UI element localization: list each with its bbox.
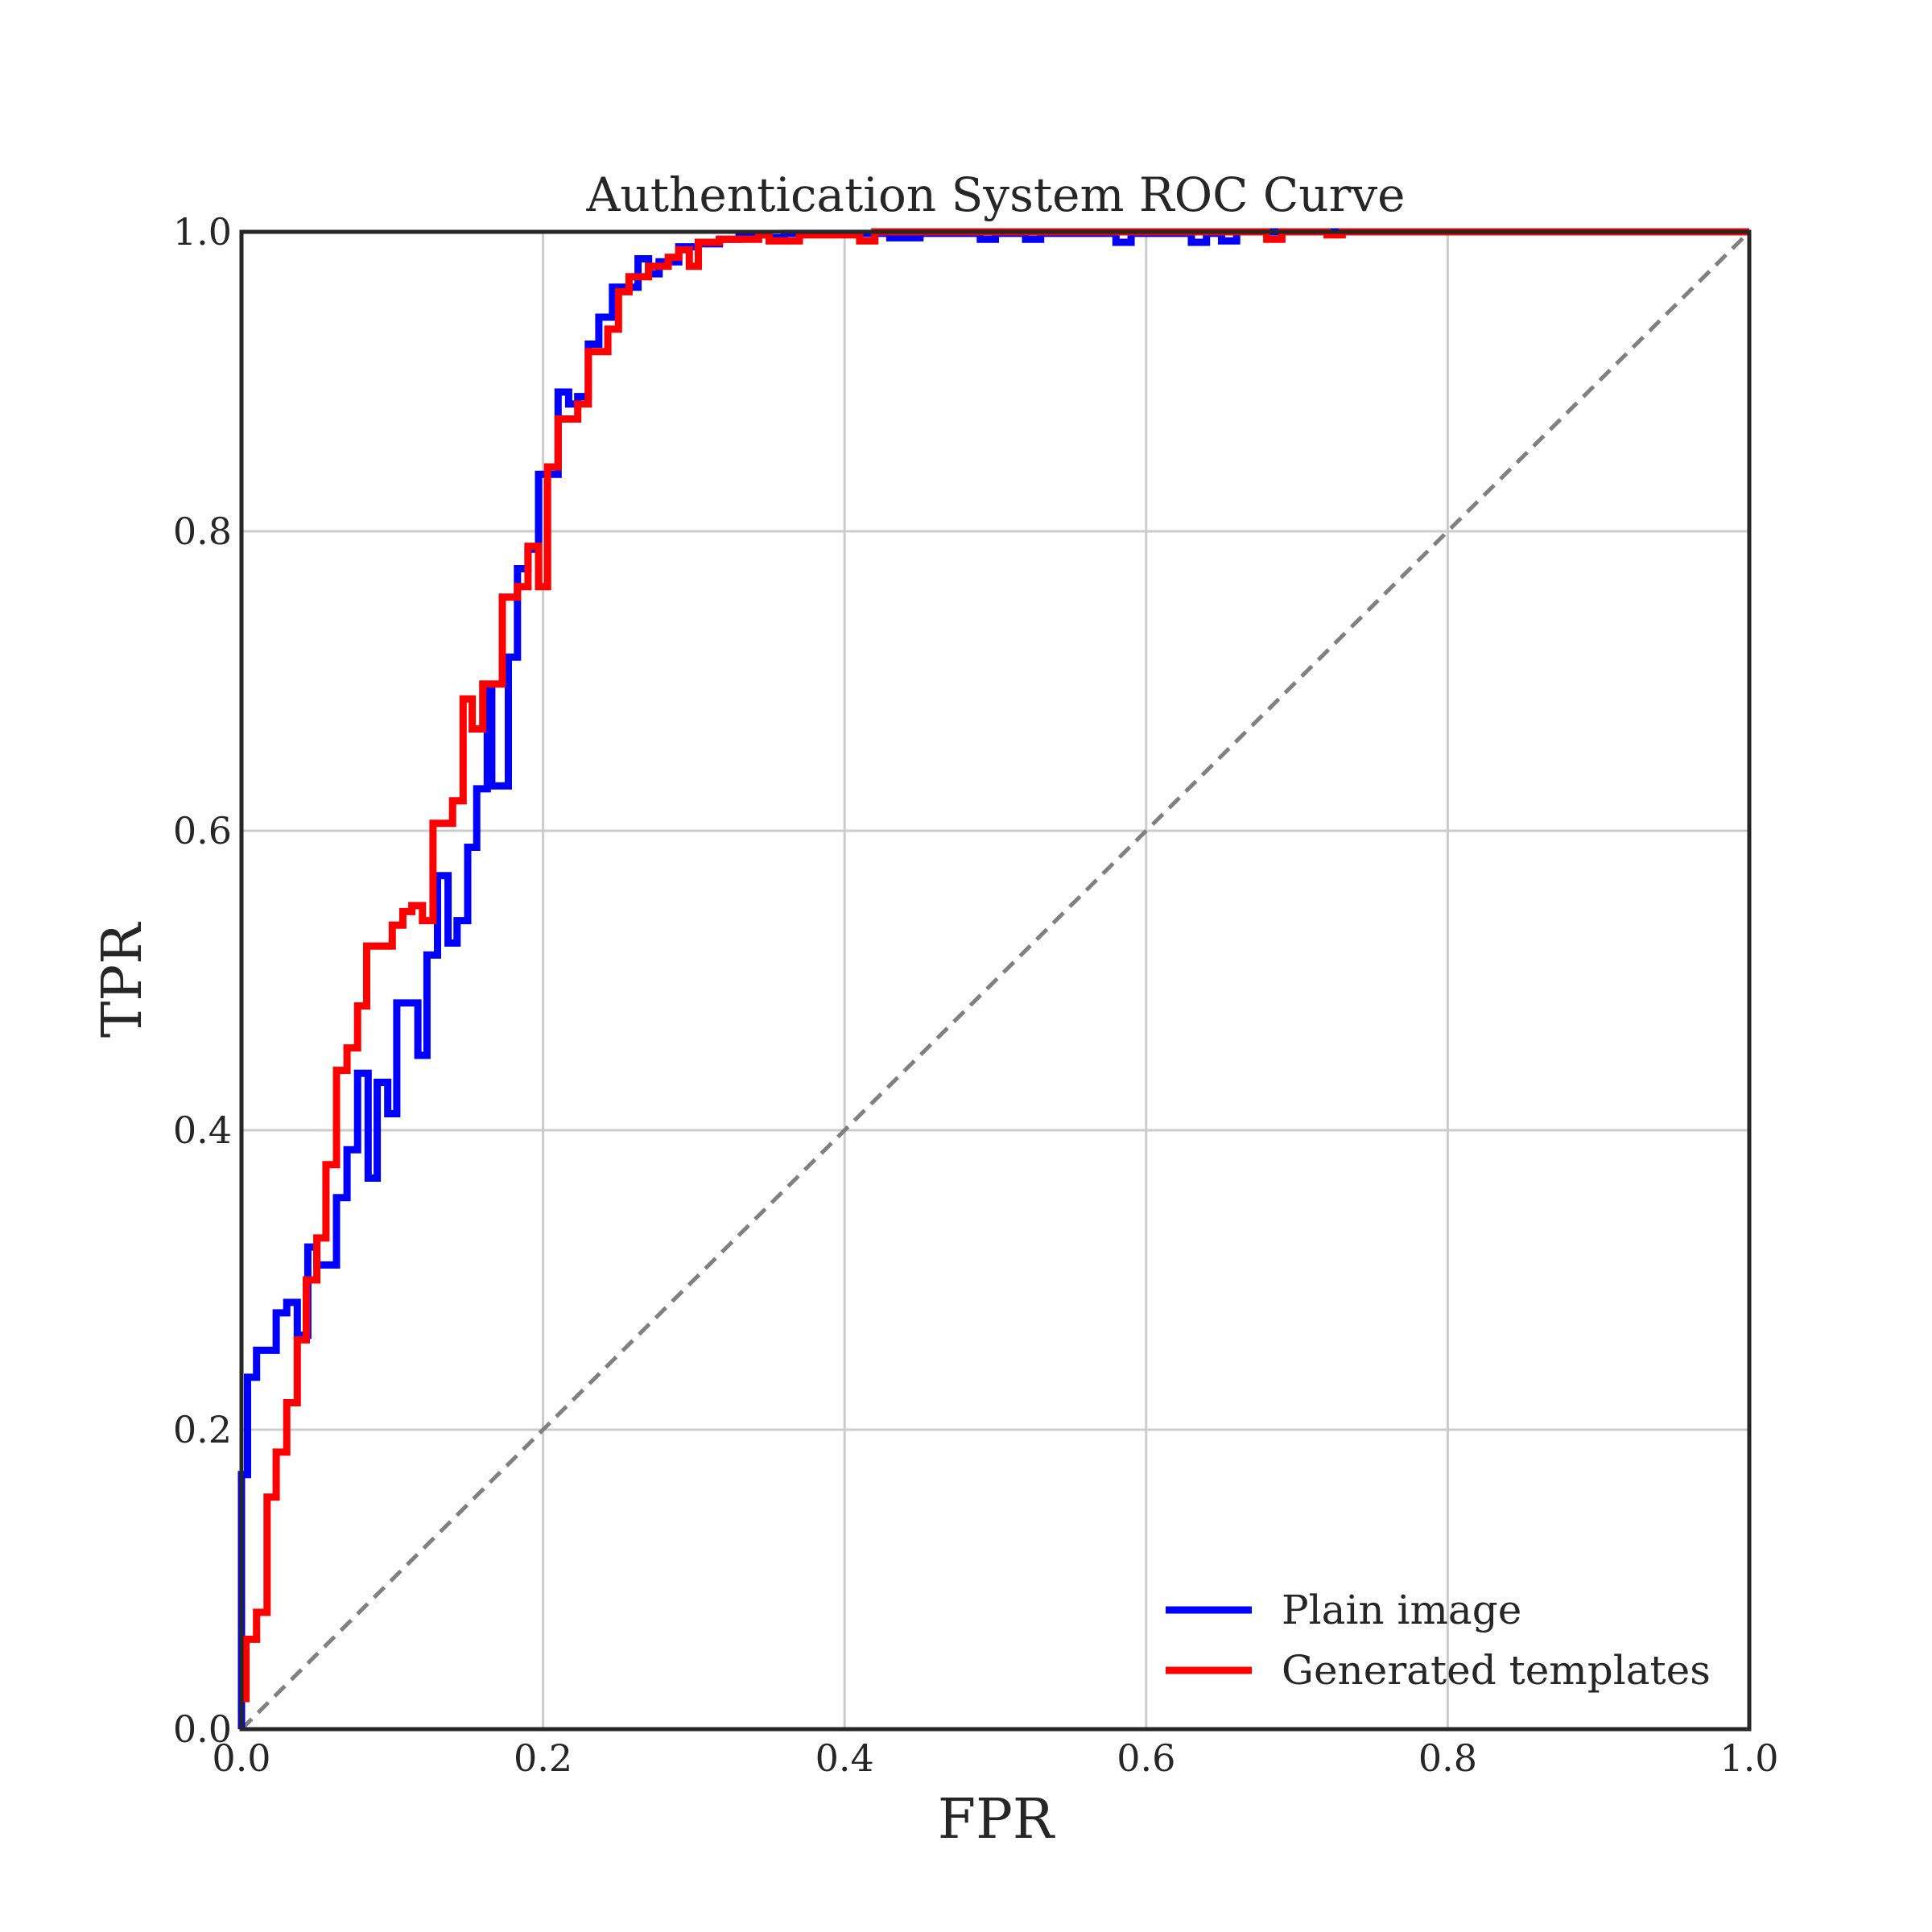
series-line-plain-image (237, 228, 1749, 1729)
legend-label-generated-templates: Generated templates (1282, 1647, 1711, 1694)
legend: Plain image Generated templates (1166, 1587, 1711, 1694)
y-tick-label: 0.6 (173, 809, 232, 852)
chart-title: Authentication System ROC Curve (586, 167, 1406, 222)
plot-frame (239, 229, 1752, 1732)
y-tick-label: 0.8 (173, 510, 232, 553)
y-tick-label: 0.2 (173, 1408, 232, 1451)
series-line-generated-templates (242, 228, 1749, 1703)
x-tick-labels: 0.0 0.2 0.4 0.6 0.8 1.0 (212, 1736, 1778, 1780)
y-tick-label: 0.4 (173, 1108, 232, 1152)
x-tick-label: 0.0 (212, 1736, 270, 1780)
x-tick-label: 0.2 (514, 1736, 572, 1780)
y-tick-labels: 0.0 0.2 0.4 0.6 0.8 1.0 (173, 210, 232, 1751)
series-group (237, 228, 1749, 1729)
x-tick-label: 0.6 (1117, 1736, 1175, 1780)
x-tick-label: 1.0 (1719, 1736, 1778, 1780)
x-tick-label: 0.8 (1418, 1736, 1477, 1780)
y-tick-label: 0.0 (173, 1707, 232, 1751)
x-tick-label: 0.4 (815, 1736, 874, 1780)
chance-diagonal-line (240, 230, 1751, 1731)
x-axis-label: FPR (938, 1788, 1055, 1852)
chance-line-group (240, 230, 1751, 1731)
y-tick-label: 1.0 (173, 210, 232, 254)
y-axis-label: TPR (91, 922, 155, 1038)
legend-label-plain-image: Plain image (1282, 1587, 1521, 1633)
